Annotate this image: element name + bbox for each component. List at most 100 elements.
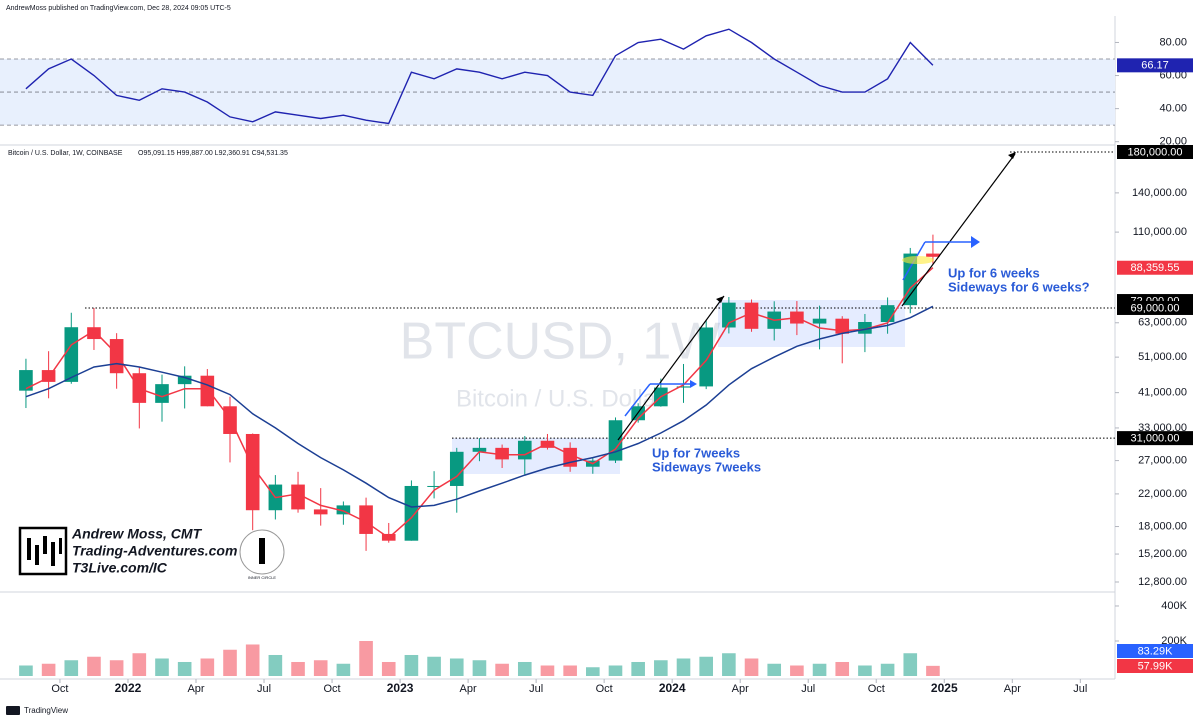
candle-body (495, 447, 509, 460)
branding-line: T3Live.com/IC (72, 560, 168, 576)
candle-body (699, 327, 713, 387)
level-label-box (1117, 431, 1193, 446)
arrow-head (690, 380, 697, 388)
volume-bar (586, 667, 600, 676)
series-line (25, 305, 934, 508)
volume-bar (472, 660, 487, 676)
badge-ring (239, 529, 285, 575)
volume-bar (835, 661, 850, 676)
y-tick-label: 110,000.00 (1133, 226, 1187, 238)
candle-body (812, 318, 827, 324)
volume-bar (699, 656, 713, 676)
x-tick-label: Jul (1073, 683, 1087, 695)
annotation: Up for 7weeks (652, 445, 740, 460)
candle-body (41, 370, 56, 382)
volume-bar (631, 661, 645, 676)
volume-bar (427, 656, 441, 676)
last-volume-label: 57.99K (1138, 660, 1174, 672)
candle-body (676, 386, 691, 388)
arrow-head (1008, 152, 1016, 159)
candle-body (608, 420, 623, 461)
volume-bar (87, 656, 101, 676)
y-tick-label: 40.00 (1159, 103, 1187, 115)
volume-bar (132, 653, 147, 676)
y-tick-label: 22,000.00 (1138, 488, 1187, 500)
y-tick-label: 18,000.00 (1138, 520, 1187, 532)
x-tick-label: 2025 (931, 681, 958, 695)
candle-body (472, 447, 487, 452)
watermark: Bitcoin / U.S. Dollar (456, 385, 664, 412)
x-tick-label: Apr (187, 683, 204, 695)
volume-bar (926, 665, 940, 676)
x-tick-label: Apr (460, 683, 477, 695)
logo-candle (59, 538, 62, 554)
level-label-box (1117, 145, 1193, 159)
footer-logo (6, 706, 20, 715)
annotation: Sideways 7weeks (652, 459, 761, 474)
volume-bar (517, 661, 532, 676)
annotation: Sideways for 6 weeks? (948, 279, 1090, 294)
symbol-info: Bitcoin / U.S. Dollar, 1W, COINBASE (8, 150, 123, 157)
candle-body (87, 327, 101, 340)
volume-bar (676, 658, 691, 676)
candle-body (245, 433, 260, 511)
x-tick-label: Apr (1004, 683, 1021, 695)
volume-bar (291, 661, 305, 676)
x-tick-label: Oct (51, 683, 68, 695)
series-line (25, 28, 934, 125)
candle-body (291, 484, 305, 510)
volume-bar (177, 661, 192, 676)
ohlc-info: O95,091.15 H99,887.00 L92,360.91 C94,531… (138, 150, 288, 157)
x-tick-label: 2023 (387, 681, 414, 695)
volume-bar (223, 649, 237, 676)
logo-candle (27, 538, 31, 560)
highlight (902, 256, 934, 264)
volume-bar (540, 665, 555, 676)
watermark: BTCUSD, 1W (400, 313, 721, 371)
candle-body (177, 375, 192, 385)
volume-bar (449, 658, 464, 676)
candle-body (336, 505, 351, 515)
level-label: 31,000.00 (1131, 433, 1180, 445)
y-tick-label: 80.00 (1159, 36, 1187, 48)
candle-body (744, 302, 759, 329)
x-tick-label: Oct (323, 683, 340, 695)
x-tick-label: 2024 (659, 681, 686, 695)
y-tick-label: 33,000.00 (1138, 422, 1187, 434)
badge-letter (259, 538, 265, 564)
series-line (25, 267, 934, 539)
badge-text: INNER CIRCLE (248, 575, 277, 580)
branding-logo: Andrew Moss, CMT Trading-Adventures.com … (18, 526, 285, 580)
candle-body (19, 370, 33, 391)
x-tick-label: Oct (596, 683, 613, 695)
x-tick-label: 2022 (115, 681, 142, 695)
volume-bar (41, 663, 56, 676)
volume-bar (767, 663, 782, 676)
volume-bar (155, 658, 169, 676)
candle-body (64, 327, 79, 382)
drawings (617, 152, 1016, 441)
volume-ma-box (1117, 644, 1193, 658)
logo-candle (43, 536, 47, 554)
volume-bar (313, 660, 328, 676)
last-value-label: 66.17 (1141, 60, 1169, 72)
candle-body (200, 375, 215, 407)
volume-bar (903, 653, 918, 676)
branding-line: Andrew Moss, CMT (71, 526, 203, 542)
last-volume-box (1117, 659, 1193, 673)
candle-body (109, 339, 124, 374)
candle-body (313, 509, 328, 515)
volume-bar (404, 654, 419, 676)
volume-bar (495, 663, 509, 676)
volume-bar (200, 658, 215, 676)
volume-bar (654, 660, 668, 676)
volume-bar (19, 665, 33, 676)
x-tick-label: Jul (801, 683, 815, 695)
x-tick-label: Jul (529, 683, 543, 695)
y-tick-label: 41,000.00 (1138, 387, 1187, 399)
annotation: Up for 6 weeks (948, 265, 1040, 280)
volume-bar (336, 663, 351, 676)
volume-bar (359, 640, 373, 676)
candle-body (449, 451, 464, 486)
y-tick-label: 51,000.00 (1138, 351, 1187, 363)
